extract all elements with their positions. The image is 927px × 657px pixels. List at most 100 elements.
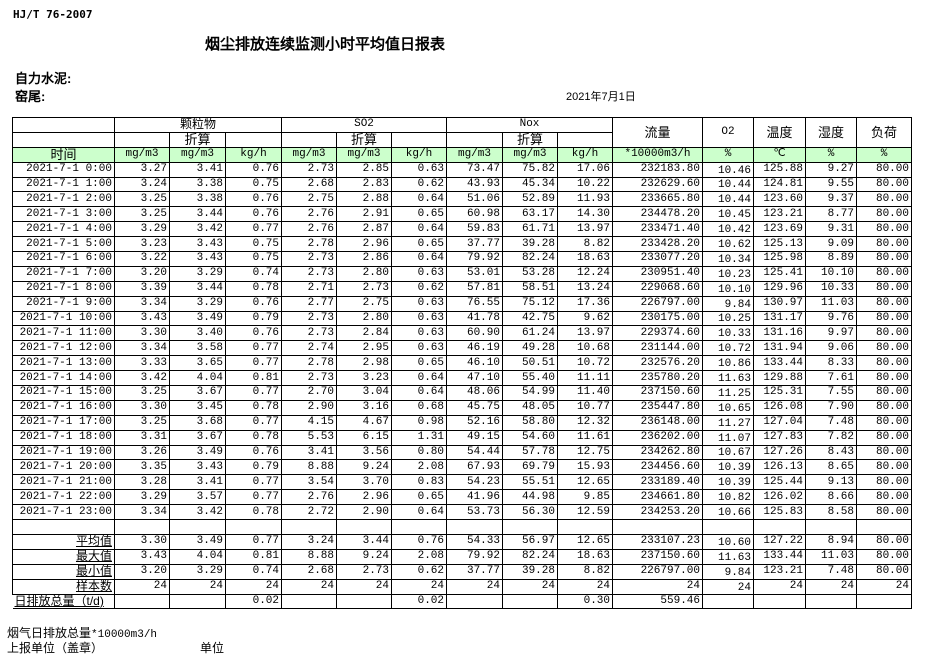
cell: 3.34 <box>114 295 170 312</box>
cell <box>856 593 912 610</box>
cell: 10.22 <box>557 176 613 193</box>
cell: 11.11 <box>557 370 613 387</box>
cell: 3.38 <box>169 176 226 193</box>
cell: 3.67 <box>169 429 226 446</box>
cell: 8.94 <box>805 533 857 550</box>
cell: 0.62 <box>391 563 447 580</box>
cell: 3.30 <box>114 533 170 550</box>
cell: 61.24 <box>502 325 558 342</box>
table-row-label: 2021-7-1 17:00 <box>12 414 115 431</box>
cell: 2.73 <box>281 265 337 282</box>
cell: 0.76 <box>225 444 282 461</box>
cell: 60.98 <box>446 206 503 223</box>
cell: 9.85 <box>557 489 613 506</box>
cell: 3.49 <box>169 533 226 550</box>
cell: 10.60 <box>702 533 754 550</box>
cell: 10.39 <box>702 459 754 476</box>
cell: 10.66 <box>702 504 754 521</box>
table-row-label: 2021-7-1 22:00 <box>12 489 115 506</box>
table-row-label: 2021-7-1 9:00 <box>12 295 115 312</box>
cell: 11.07 <box>702 429 754 446</box>
cell <box>336 519 392 535</box>
cell: 2.75 <box>281 191 337 208</box>
cell: 7.48 <box>805 563 857 580</box>
cell: 0.75 <box>225 176 282 193</box>
cell: 232183.80 <box>612 161 703 178</box>
cell: 126.08 <box>753 399 806 416</box>
cell: 3.67 <box>169 385 226 401</box>
cell: 0.76 <box>225 191 282 208</box>
cell: 0.77 <box>225 474 282 491</box>
cell: 0.78 <box>225 399 282 416</box>
cell: 2.76 <box>281 489 337 506</box>
cell: 2.90 <box>281 399 337 416</box>
cell: 12.65 <box>557 533 613 550</box>
cell: 80.00 <box>856 355 912 372</box>
report-title: 烟尘排放连续监测小时平均值日报表 <box>205 36 446 53</box>
group-nox: Nox <box>446 117 613 133</box>
cell: 231144.00 <box>612 340 703 357</box>
cell: 58.51 <box>502 280 558 297</box>
cell: 2.70 <box>281 385 337 401</box>
cell: 11.63 <box>702 370 754 387</box>
cell: 56.30 <box>502 504 558 521</box>
cell: 80.00 <box>856 459 912 476</box>
cell: 11.27 <box>702 414 754 431</box>
cell: 234661.80 <box>612 489 703 506</box>
table-row: 2021-7-1 12:00 3.34 3.58 0.77 2.74 2.95 0.63 46… <box>12 340 912 357</box>
cell: 41.96 <box>446 489 503 506</box>
cell: 2.85 <box>336 161 392 178</box>
cell: 3.44 <box>169 206 226 223</box>
cell: 7.82 <box>805 429 857 446</box>
cell: 3.43 <box>114 548 170 565</box>
cell: 10.44 <box>702 176 754 193</box>
cell: 0.79 <box>225 310 282 327</box>
cell: 8.66 <box>805 489 857 506</box>
cell: 125.88 <box>753 161 806 178</box>
cell: 0.02 <box>225 593 282 610</box>
cell: 0.02 <box>391 593 447 610</box>
converted-label: 折算 <box>502 131 558 148</box>
cell: 58.80 <box>502 414 558 431</box>
cell: 10.68 <box>557 340 613 357</box>
cell <box>446 519 503 535</box>
table-row-label: 2021-7-1 15:00 <box>12 385 115 401</box>
cell: 8.89 <box>805 251 857 267</box>
cell: 17.06 <box>557 161 613 178</box>
cell: 9.84 <box>702 295 754 312</box>
cell: 3.42 <box>169 504 226 521</box>
cell: 10.33 <box>805 280 857 297</box>
cell: 54.60 <box>502 429 558 446</box>
cell: 233428.20 <box>612 236 703 253</box>
cell: 24 <box>336 578 392 595</box>
cell: 0.98 <box>391 414 447 431</box>
cell: 10.10 <box>702 280 754 297</box>
cell: 0.64 <box>391 385 447 401</box>
cell <box>753 519 806 535</box>
cell: 125.98 <box>753 251 806 267</box>
cell: 10.46 <box>702 161 754 178</box>
cell: 18.63 <box>557 548 613 565</box>
cell: 2.08 <box>391 459 447 476</box>
stats-row: 样本数 24 24 24 24 24 24 24 24 24 24 24 24 24 24 <box>12 578 912 595</box>
cell: 67.93 <box>446 459 503 476</box>
cell: 233189.40 <box>612 474 703 491</box>
cell: 80.00 <box>856 310 912 327</box>
cell: 8.65 <box>805 459 857 476</box>
cell: 3.29 <box>169 295 226 312</box>
cell: 10.10 <box>805 265 857 282</box>
cell <box>169 593 226 610</box>
cell: 0.74 <box>225 265 282 282</box>
cell <box>281 593 337 610</box>
cell: 0.68 <box>391 399 447 416</box>
cell: 10.25 <box>702 310 754 327</box>
cell: 3.38 <box>169 191 226 208</box>
unit-header: kg/h <box>391 146 447 163</box>
cell: 80.00 <box>856 265 912 282</box>
table-row-label: 2021-7-1 21:00 <box>12 474 115 491</box>
cell: 2.73 <box>281 161 337 178</box>
cell: 10.86 <box>702 355 754 372</box>
cell: 10.39 <box>702 474 754 491</box>
cell: 3.41 <box>169 474 226 491</box>
cell: 11.61 <box>557 429 613 446</box>
